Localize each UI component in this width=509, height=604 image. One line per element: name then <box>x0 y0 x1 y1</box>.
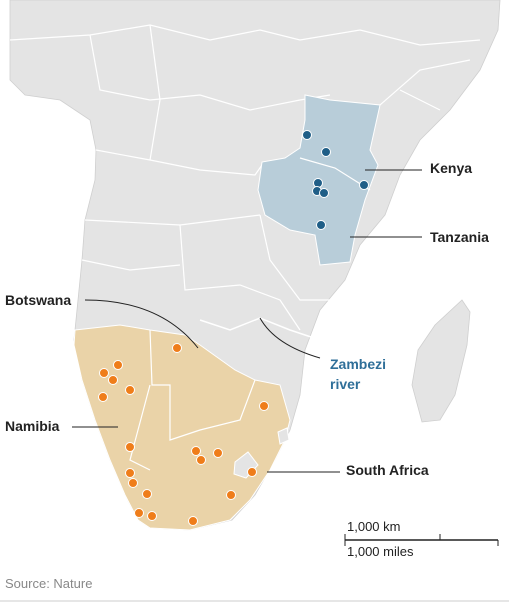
site <box>108 375 118 385</box>
site <box>316 220 326 230</box>
river-label: Zambezi <box>330 356 386 372</box>
site <box>134 508 144 518</box>
site <box>196 455 206 465</box>
border <box>149 329 256 441</box>
sites-east <box>302 130 369 230</box>
madagascar <box>411 299 471 423</box>
label: Kenya <box>430 160 472 176</box>
kenya-tanzania-border <box>299 157 371 191</box>
site <box>172 343 182 353</box>
border <box>81 214 330 301</box>
site <box>213 448 223 458</box>
sites-south <box>98 343 269 526</box>
site <box>226 490 236 500</box>
site <box>147 511 157 521</box>
site <box>128 478 138 488</box>
site <box>191 446 201 456</box>
border <box>149 24 263 176</box>
river-label: river <box>330 376 361 392</box>
label: Tanzania <box>430 229 489 245</box>
border <box>129 384 151 471</box>
label: Botswana <box>5 292 71 308</box>
border <box>379 59 471 111</box>
scale-label: 1,000 miles <box>347 544 414 559</box>
site <box>142 489 152 499</box>
site <box>321 147 331 157</box>
site <box>259 401 269 411</box>
eswatini <box>277 427 290 445</box>
border <box>84 149 301 331</box>
site <box>98 392 108 402</box>
scale-bar: 1,000 km 1,000 miles <box>344 519 499 559</box>
site <box>99 368 109 378</box>
leader-line <box>84 299 199 349</box>
site <box>359 180 369 190</box>
scale-label: 1,000 km <box>347 519 400 534</box>
source: Source: Nature <box>5 576 92 591</box>
leader-line <box>259 317 321 359</box>
border <box>9 24 481 46</box>
border <box>89 34 331 111</box>
site <box>125 385 135 395</box>
site <box>188 516 198 526</box>
site <box>125 442 135 452</box>
site <box>247 467 257 477</box>
site <box>125 468 135 478</box>
country-borders <box>9 24 481 331</box>
site <box>113 360 123 370</box>
southern-africa-highlight <box>73 324 291 531</box>
site <box>302 130 312 140</box>
site <box>319 188 329 198</box>
label: Namibia <box>5 418 60 434</box>
label: South Africa <box>346 462 429 478</box>
